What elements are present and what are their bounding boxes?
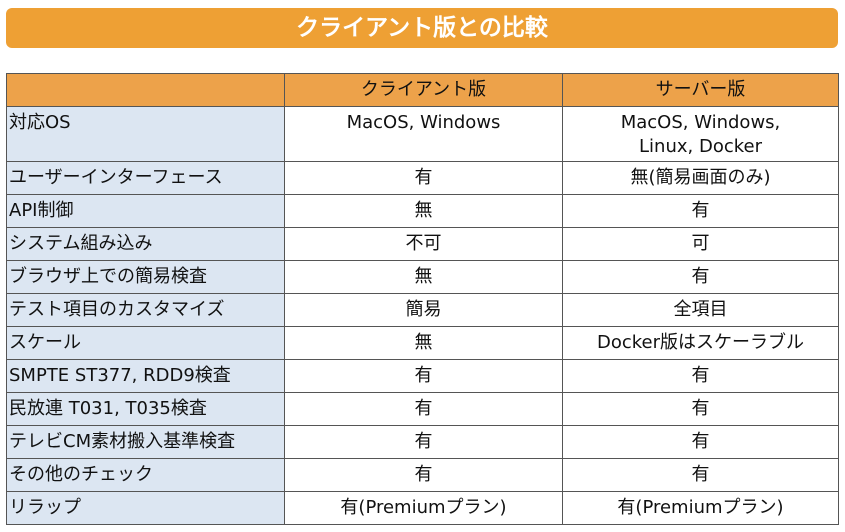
table-row: スケール無 Docker版はスケーラブル — [6, 326, 839, 360]
cell: 有 — [284, 161, 563, 195]
cell: 有 — [284, 458, 563, 492]
table-row: SMPTE ST377, RDD9検査有有 — [6, 359, 839, 393]
header-cell: サーバー版 — [562, 73, 839, 107]
cell: 有 — [562, 194, 839, 228]
row-label: 対応OS — [6, 106, 285, 162]
title-banner: クライアント版との比較 — [6, 8, 838, 48]
cell: 不可 — [284, 227, 563, 261]
row-label: スケール — [6, 326, 285, 360]
cell: 有 — [284, 359, 563, 393]
cell: 有 — [562, 392, 839, 426]
row-label: ユーザーインターフェース — [6, 161, 285, 195]
row-label: 民放連 T031, T035検査 — [6, 392, 285, 426]
cell: 無 — [284, 194, 563, 228]
row-label: リラップ — [6, 491, 285, 525]
cell: Docker版はスケーラブル — [562, 326, 839, 360]
cell: 有 — [562, 458, 839, 492]
table-row: API制御無有 — [6, 194, 839, 228]
cell: 有 — [562, 359, 839, 393]
table-row: テスト項目のカスタマイズ 簡易 全項目 — [6, 293, 839, 327]
cell: 有 — [284, 392, 563, 426]
header-cell: クライアント版 — [284, 73, 563, 107]
row-label: テレビCM素材搬入基準検査 — [6, 425, 285, 459]
table-row: ブラウザ上での簡易検査無有 — [6, 260, 839, 294]
cell: 有 — [284, 425, 563, 459]
cell: 簡易 — [284, 293, 563, 327]
row-label: システム組み込み — [6, 227, 285, 261]
table-row: システム組み込み 不可可 — [6, 227, 839, 261]
header-row: クライアント版 サーバー版 — [6, 73, 839, 107]
table-row: その他のチェック有有 — [6, 458, 839, 492]
cell: 有(Premiumプラン) — [284, 491, 563, 525]
header-cell — [6, 73, 285, 107]
table-row: 民放連 T031, T035検査有有 — [6, 392, 839, 426]
table-row: ユーザーインターフェース有無(簡易画面のみ) — [6, 161, 839, 195]
cell: 有 — [562, 260, 839, 294]
cell: 有(Premiumプラン) — [562, 491, 839, 525]
row-label: API制御 — [6, 194, 285, 228]
row-label: その他のチェック — [6, 458, 285, 492]
table-row: 対応OS MacOS, Windows MacOS, Windows, Linux,… — [6, 106, 839, 162]
cell: MacOS, Windows — [284, 106, 563, 162]
cell: 有 — [562, 425, 839, 459]
row-label: SMPTE ST377, RDD9検査 — [6, 359, 285, 393]
cell: 可 — [562, 227, 839, 261]
table-row: テレビCM素材搬入基準検査有有 — [6, 425, 839, 459]
cell: 無(簡易画面のみ) — [562, 161, 839, 195]
cell: 無 — [284, 260, 563, 294]
cell: 無 — [284, 326, 563, 360]
comparison-table: クライアント版 サーバー版 対応OS MacOS, Windows MacOS, W… — [6, 73, 839, 525]
cell: MacOS, Windows, Linux, Docker — [562, 106, 839, 162]
row-label: ブラウザ上での簡易検査 — [6, 260, 285, 294]
table-row: リラップ 有(Premiumプラン) 有(Premiumプラン) — [6, 491, 839, 525]
row-label: テスト項目のカスタマイズ — [6, 293, 285, 327]
cell: 全項目 — [562, 293, 839, 327]
